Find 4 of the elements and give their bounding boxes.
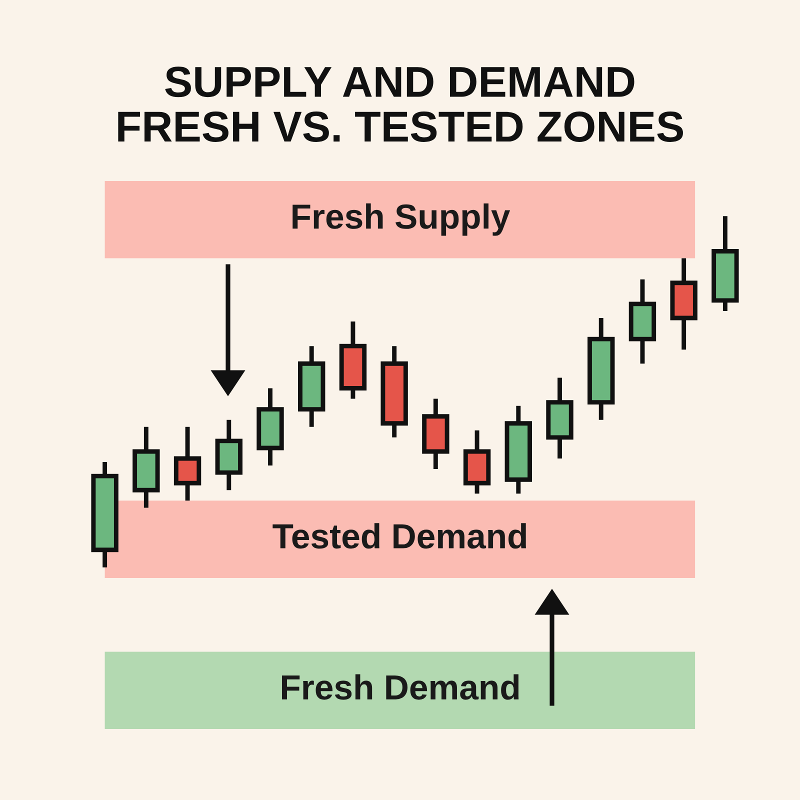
chart-title: SUPPLY AND DEMAND FRESH VS. TESTED ZONES	[118, 66, 684, 142]
band-label: Fresh Demand	[282, 674, 519, 700]
band-label: Tested Demand	[272, 523, 526, 549]
band-label: Fresh Supply	[292, 203, 510, 236]
